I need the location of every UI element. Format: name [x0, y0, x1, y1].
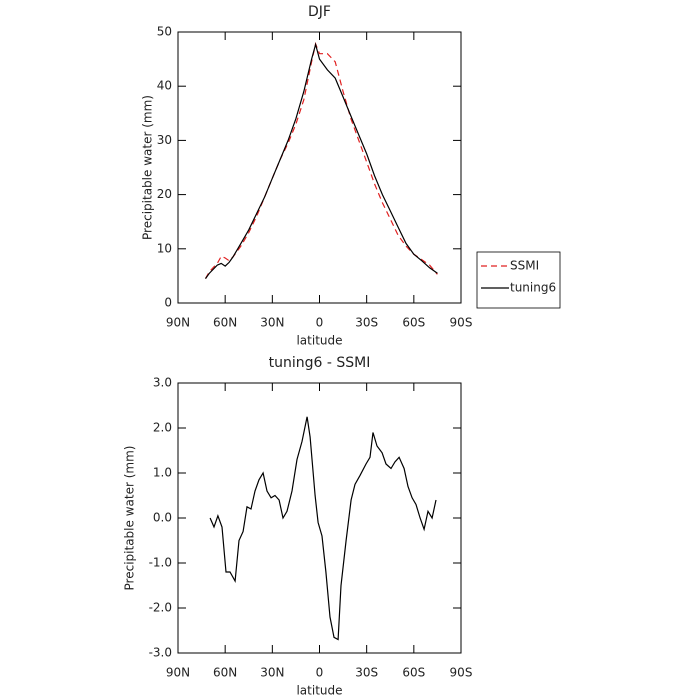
x-tick-label: 30S [355, 316, 378, 330]
chart-title: tuning6 - SSMI [269, 355, 371, 371]
y-tick-label: 0 [164, 296, 172, 310]
y-tick-label: 50 [157, 25, 172, 39]
x-axis-label: latitude [296, 684, 342, 698]
plot-frame [177, 31, 462, 304]
legend-box [476, 251, 561, 309]
y-tick-label: 1.0 [153, 466, 172, 480]
y-tick-label: 10 [157, 241, 172, 255]
y-axis-label: Precipitable water (mm) [123, 446, 137, 591]
x-tick-label: 90N [166, 666, 190, 680]
y-axis-label: Precipitable water (mm) [141, 95, 155, 240]
x-tick-label: 60N [213, 316, 237, 330]
legend-label: tuning6 [510, 281, 556, 295]
x-axis-label: latitude [296, 334, 342, 348]
plot-frame [177, 382, 462, 654]
y-tick-label: -3.0 [149, 646, 172, 660]
y-tick-label: 30 [157, 133, 172, 147]
x-tick-label: 60N [213, 666, 237, 680]
x-tick-label: 0 [316, 316, 324, 330]
x-tick-label: 90N [166, 316, 190, 330]
y-tick-label: 0.0 [153, 511, 172, 525]
line [205, 42, 438, 279]
x-tick-label: 90S [450, 316, 473, 330]
legend-label: SSMI [510, 259, 539, 273]
y-tick-label: -2.0 [149, 601, 172, 615]
x-tick-label: 30S [355, 666, 378, 680]
y-tick-label: 2.0 [153, 421, 172, 435]
x-tick-label: 30N [260, 316, 284, 330]
x-tick-label: 0 [316, 666, 324, 680]
x-tick-label: 60S [402, 316, 425, 330]
y-tick-label: 40 [157, 79, 172, 93]
y-tick-label: 20 [157, 187, 172, 201]
y-tick-label: 3.0 [153, 376, 172, 390]
y-tick-label: -1.0 [149, 556, 172, 570]
chart-title: DJF [308, 4, 331, 20]
x-tick-label: 60S [402, 666, 425, 680]
x-tick-label: 30N [260, 666, 284, 680]
line [209, 416, 437, 641]
x-tick-label: 90S [450, 666, 473, 680]
